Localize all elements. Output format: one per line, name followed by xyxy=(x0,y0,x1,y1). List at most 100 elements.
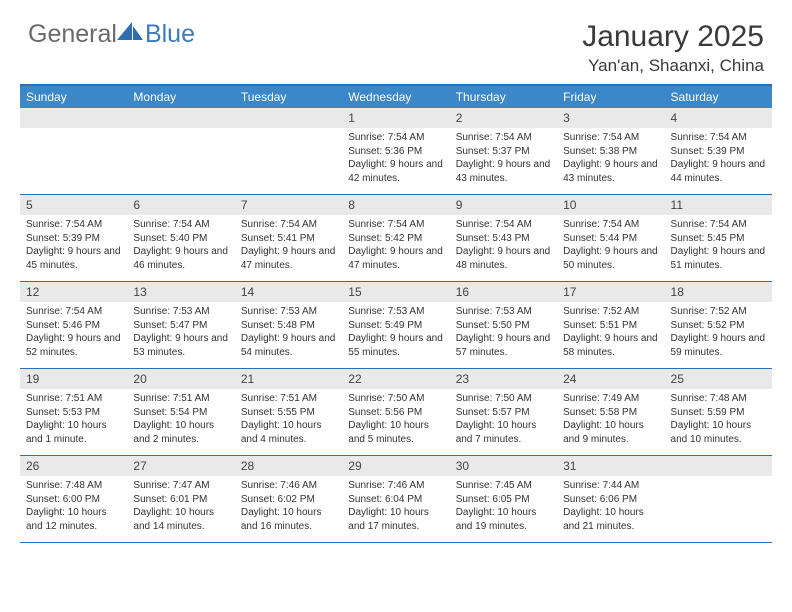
day-body: Sunrise: 7:46 AMSunset: 6:02 PMDaylight:… xyxy=(235,479,342,533)
day-number: 2 xyxy=(450,108,557,128)
sunset-line: Sunset: 5:51 PM xyxy=(563,319,658,333)
daylight-line: Daylight: 9 hours and 47 minutes. xyxy=(348,245,443,272)
sunset-line: Sunset: 5:44 PM xyxy=(563,232,658,246)
month-title: January 2025 xyxy=(582,20,764,54)
daylight-line: Daylight: 9 hours and 45 minutes. xyxy=(26,245,121,272)
day-cell: 14Sunrise: 7:53 AMSunset: 5:48 PMDayligh… xyxy=(235,282,342,368)
day-body: Sunrise: 7:54 AMSunset: 5:43 PMDaylight:… xyxy=(450,218,557,272)
day-body: Sunrise: 7:45 AMSunset: 6:05 PMDaylight:… xyxy=(450,479,557,533)
day-body: Sunrise: 7:54 AMSunset: 5:38 PMDaylight:… xyxy=(557,131,664,185)
day-cell: 25Sunrise: 7:48 AMSunset: 5:59 PMDayligh… xyxy=(665,369,772,455)
day-number: 28 xyxy=(235,456,342,476)
sunset-line: Sunset: 6:00 PM xyxy=(26,493,121,507)
sunset-line: Sunset: 5:38 PM xyxy=(563,145,658,159)
day-number xyxy=(665,456,772,476)
sunrise-line: Sunrise: 7:51 AM xyxy=(241,392,336,406)
day-number xyxy=(20,108,127,128)
sunrise-line: Sunrise: 7:54 AM xyxy=(348,131,443,145)
daylight-line: Daylight: 9 hours and 50 minutes. xyxy=(563,245,658,272)
day-cell: 23 Sunrise: 7:50 AMSunset: 5:57 PMDayligh… xyxy=(450,369,557,455)
day-number: 31 xyxy=(557,456,664,476)
sunset-line: Sunset: 5:46 PM xyxy=(26,319,121,333)
sunrise-line: Sunrise: 7:53 AM xyxy=(133,305,228,319)
day-cell xyxy=(20,108,127,194)
day-body: Sunrise: 7:44 AMSunset: 6:06 PMDaylight:… xyxy=(557,479,664,533)
day-body: Sunrise: 7:54 AMSunset: 5:39 PMDaylight:… xyxy=(20,218,127,272)
day-number: 21 xyxy=(235,369,342,389)
sunset-line: Sunset: 5:52 PM xyxy=(671,319,766,333)
brand-logo: General Blue xyxy=(28,20,195,49)
sunset-line: Sunset: 6:04 PM xyxy=(348,493,443,507)
daylight-line: Daylight: 9 hours and 48 minutes. xyxy=(456,245,551,272)
day-body: Sunrise: 7:50 AMSunset: 5:57 PMDaylight:… xyxy=(450,392,557,446)
day-number: 14 xyxy=(235,282,342,302)
day-body: Sunrise: 7:54 AMSunset: 5:46 PMDaylight:… xyxy=(20,305,127,359)
day-body: Sunrise: 7:54 AMSunset: 5:41 PMDaylight:… xyxy=(235,218,342,272)
weeks-container: 1Sunrise: 7:54 AMSunset: 5:36 PMDaylight… xyxy=(20,108,772,543)
sunrise-line: Sunrise: 7:54 AM xyxy=(348,218,443,232)
day-number: 23 xyxy=(450,369,557,389)
sunrise-line: Sunrise: 7:54 AM xyxy=(563,218,658,232)
day-number: 27 xyxy=(127,456,234,476)
sunrise-line: Sunrise: 7:51 AM xyxy=(133,392,228,406)
day-body: Sunrise: 7:46 AMSunset: 6:04 PMDaylight:… xyxy=(342,479,449,533)
logo-sail-icon xyxy=(117,20,143,42)
day-cell: 31 Sunrise: 7:44 AMSunset: 6:06 PMDayligh… xyxy=(557,456,664,542)
day-cell xyxy=(235,108,342,194)
day-cell: 26Sunrise: 7:48 AMSunset: 6:00 PMDayligh… xyxy=(20,456,127,542)
sunrise-line: Sunrise: 7:53 AM xyxy=(456,305,551,319)
daylight-line: Daylight: 10 hours and 14 minutes. xyxy=(133,506,228,533)
day-body: Sunrise: 7:52 AMSunset: 5:51 PMDaylight:… xyxy=(557,305,664,359)
day-number: 30 xyxy=(450,456,557,476)
daylight-line: Daylight: 9 hours and 42 minutes. xyxy=(348,158,443,185)
day-number: 16 xyxy=(450,282,557,302)
sunset-line: Sunset: 5:56 PM xyxy=(348,406,443,420)
day-cell: 10Sunrise: 7:54 AMSunset: 5:44 PMDayligh… xyxy=(557,195,664,281)
sunrise-line: Sunrise: 7:44 AM xyxy=(563,479,658,493)
day-body: Sunrise: 7:47 AMSunset: 6:01 PMDaylight:… xyxy=(127,479,234,533)
header: General Blue January 2025 Yan'an, Shaanx… xyxy=(0,0,792,84)
day-body: Sunrise: 7:54 AMSunset: 5:37 PMDaylight:… xyxy=(450,131,557,185)
daylight-line: Daylight: 10 hours and 21 minutes. xyxy=(563,506,658,533)
sunset-line: Sunset: 5:55 PM xyxy=(241,406,336,420)
day-body: Sunrise: 7:54 AMSunset: 5:40 PMDaylight:… xyxy=(127,218,234,272)
day-number: 6 xyxy=(127,195,234,215)
sunrise-line: Sunrise: 7:50 AM xyxy=(348,392,443,406)
day-cell xyxy=(665,456,772,542)
day-number: 3 xyxy=(557,108,664,128)
day-body: Sunrise: 7:52 AMSunset: 5:52 PMDaylight:… xyxy=(665,305,772,359)
day-body: Sunrise: 7:54 AMSunset: 5:36 PMDaylight:… xyxy=(342,131,449,185)
daylight-line: Daylight: 10 hours and 9 minutes. xyxy=(563,419,658,446)
day-number: 19 xyxy=(20,369,127,389)
day-body: Sunrise: 7:53 AMSunset: 5:49 PMDaylight:… xyxy=(342,305,449,359)
daylight-line: Daylight: 10 hours and 2 minutes. xyxy=(133,419,228,446)
day-cell: 22Sunrise: 7:50 AMSunset: 5:56 PMDayligh… xyxy=(342,369,449,455)
daylight-line: Daylight: 9 hours and 55 minutes. xyxy=(348,332,443,359)
day-cell: 7Sunrise: 7:54 AMSunset: 5:41 PMDaylight… xyxy=(235,195,342,281)
day-body: Sunrise: 7:54 AMSunset: 5:39 PMDaylight:… xyxy=(665,131,772,185)
day-body: Sunrise: 7:53 AMSunset: 5:47 PMDaylight:… xyxy=(127,305,234,359)
weekday-header-cell: Monday xyxy=(127,86,234,108)
day-cell: 15Sunrise: 7:53 AMSunset: 5:49 PMDayligh… xyxy=(342,282,449,368)
sunset-line: Sunset: 5:57 PM xyxy=(456,406,551,420)
sunset-line: Sunset: 6:02 PM xyxy=(241,493,336,507)
daylight-line: Daylight: 9 hours and 47 minutes. xyxy=(241,245,336,272)
sunset-line: Sunset: 5:59 PM xyxy=(671,406,766,420)
calendar: SundayMondayTuesdayWednesdayThursdayFrid… xyxy=(0,86,792,543)
day-number: 4 xyxy=(665,108,772,128)
daylight-line: Daylight: 9 hours and 44 minutes. xyxy=(671,158,766,185)
logo-text-general: General xyxy=(28,20,117,49)
daylight-line: Daylight: 10 hours and 10 minutes. xyxy=(671,419,766,446)
day-cell: 18Sunrise: 7:52 AMSunset: 5:52 PMDayligh… xyxy=(665,282,772,368)
daylight-line: Daylight: 9 hours and 54 minutes. xyxy=(241,332,336,359)
day-number: 17 xyxy=(557,282,664,302)
sunset-line: Sunset: 5:49 PM xyxy=(348,319,443,333)
day-cell: 24Sunrise: 7:49 AMSunset: 5:58 PMDayligh… xyxy=(557,369,664,455)
day-cell xyxy=(127,108,234,194)
day-cell: 6 Sunrise: 7:54 AMSunset: 5:40 PMDaylight… xyxy=(127,195,234,281)
sunset-line: Sunset: 5:41 PM xyxy=(241,232,336,246)
day-body: Sunrise: 7:51 AMSunset: 5:53 PMDaylight:… xyxy=(20,392,127,446)
day-cell: 3 Sunrise: 7:54 AMSunset: 5:38 PMDaylight… xyxy=(557,108,664,194)
day-number: 11 xyxy=(665,195,772,215)
logo-text-blue: Blue xyxy=(145,20,195,49)
